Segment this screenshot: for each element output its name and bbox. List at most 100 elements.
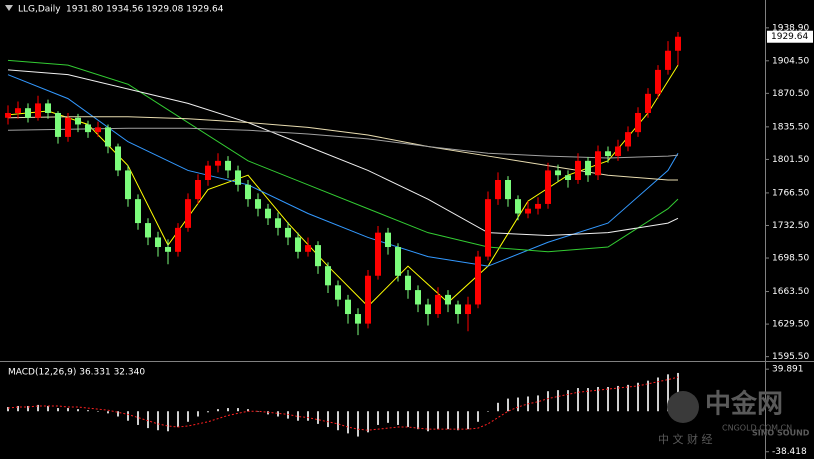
candle-body <box>295 237 301 252</box>
macd-bar <box>667 374 669 412</box>
candle-body <box>215 160 221 166</box>
y-tick-label: -38.418 <box>772 447 807 457</box>
y-tick-label: 1595.50 <box>772 352 809 362</box>
y-tick-label: 1663.50 <box>772 287 809 297</box>
macd-bar <box>477 411 479 422</box>
price-box <box>767 30 813 43</box>
macd-bar <box>297 411 299 421</box>
candle-body <box>55 112 61 137</box>
candle-body <box>355 314 361 324</box>
macd-bar <box>467 411 469 430</box>
macd-bar <box>487 411 489 412</box>
candle-body <box>145 223 151 238</box>
current-price: 1929.64 <box>771 32 808 42</box>
candle-body <box>105 127 111 147</box>
macd-bar <box>617 385 619 412</box>
candle-body <box>5 112 11 118</box>
macd-bar <box>497 402 499 412</box>
macd-bar <box>237 408 239 412</box>
macd-bar <box>377 411 379 425</box>
watermark-logo <box>667 391 699 423</box>
candle-body <box>175 227 181 252</box>
candle-body <box>255 199 261 209</box>
candle-body <box>545 170 551 204</box>
macd-bar <box>647 380 649 412</box>
macd-bar <box>107 411 109 414</box>
macd-bar <box>117 411 119 417</box>
macd-bar <box>187 411 189 422</box>
candle-body <box>65 117 71 137</box>
candle-body <box>25 108 31 118</box>
macd-bar <box>307 411 309 421</box>
macd-bar <box>97 411 99 412</box>
macd-bar <box>367 411 369 433</box>
candle-body <box>45 103 51 113</box>
candle-body <box>645 93 651 113</box>
macd-bar <box>577 388 579 412</box>
macd-bar <box>607 386 609 412</box>
candle-body <box>485 199 491 257</box>
candle-body <box>95 127 101 133</box>
candle-body <box>315 245 321 267</box>
y-tick-label: 1698.50 <box>772 254 809 264</box>
macd-bar <box>357 411 359 437</box>
candle-body <box>35 103 41 118</box>
candle-body <box>615 146 621 157</box>
macd-bar <box>147 411 149 429</box>
candle-body <box>115 146 121 171</box>
candle-body <box>85 124 91 133</box>
candle-body <box>245 184 251 200</box>
candle-body <box>425 304 431 315</box>
macd-bar <box>457 411 459 431</box>
macd-bar <box>47 405 49 412</box>
symbol-title: LLG,Daily <box>18 5 61 15</box>
candle-body <box>535 203 541 209</box>
macd-bar <box>337 411 339 431</box>
candle-body <box>135 199 141 224</box>
candle-body <box>365 275 371 324</box>
watermark-tagline: 中 文 财 经 <box>658 432 713 446</box>
macd-bar <box>447 411 449 430</box>
macd-bar <box>567 390 569 412</box>
candle-body <box>275 218 281 228</box>
candle-body <box>205 165 211 180</box>
candle-body <box>125 170 131 200</box>
candle-body <box>455 304 461 315</box>
macd-bar <box>7 407 9 412</box>
macd-bar <box>77 409 79 412</box>
candle-body <box>505 180 511 200</box>
candle-body <box>465 304 471 315</box>
macd-bar <box>537 395 539 412</box>
macd-bar <box>547 391 549 412</box>
macd-bar <box>257 411 259 412</box>
moving-average <box>7 59 679 253</box>
candle-body <box>325 266 331 286</box>
macd-bar <box>627 384 629 412</box>
candle-body <box>395 247 401 276</box>
macd-bar <box>157 411 159 431</box>
macd-bar <box>167 411 169 432</box>
candle-body <box>605 151 611 157</box>
macd-bar <box>407 411 409 428</box>
macd-bar <box>247 409 249 412</box>
y-tick-label: 1732.50 <box>772 221 809 231</box>
macd-bar <box>597 386 599 412</box>
moving-average <box>7 116 678 181</box>
y-tick-label: 1801.50 <box>772 155 809 165</box>
y-tick-label: 1870.50 <box>772 89 809 99</box>
signal-line <box>7 376 679 431</box>
candle-body <box>585 160 591 176</box>
y-tick-label: 1629.50 <box>772 320 809 330</box>
macd-bar <box>137 411 139 425</box>
macd-bar <box>507 398 509 412</box>
macd-bar <box>387 411 389 423</box>
candle-body <box>475 256 481 305</box>
candle-body <box>385 232 391 248</box>
candle-body <box>195 180 201 200</box>
candle-body <box>525 208 531 214</box>
macd-bar <box>317 411 319 424</box>
macd-bar <box>197 411 199 417</box>
moving-average <box>7 74 679 267</box>
macd-bar <box>217 409 219 412</box>
candle-body <box>435 294 441 315</box>
